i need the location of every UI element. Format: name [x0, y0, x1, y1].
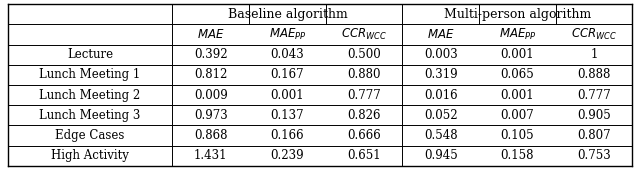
Text: 0.812: 0.812: [194, 68, 227, 81]
Text: $MAE$: $MAE$: [427, 28, 454, 41]
Text: 0.043: 0.043: [271, 48, 305, 61]
Text: 0.065: 0.065: [500, 68, 534, 81]
Text: 0.973: 0.973: [194, 109, 228, 122]
Text: $CCR_{WCC}$: $CCR_{WCC}$: [341, 27, 387, 42]
Text: 0.001: 0.001: [500, 48, 534, 61]
Text: Lunch Meeting 1: Lunch Meeting 1: [40, 68, 141, 81]
Text: 0.888: 0.888: [577, 68, 611, 81]
Text: Lunch Meeting 3: Lunch Meeting 3: [40, 109, 141, 122]
Text: 0.880: 0.880: [348, 68, 381, 81]
Text: 0.319: 0.319: [424, 68, 458, 81]
Text: 1: 1: [590, 48, 598, 61]
Text: 0.052: 0.052: [424, 109, 458, 122]
Text: 0.016: 0.016: [424, 89, 458, 102]
Text: 0.753: 0.753: [577, 149, 611, 162]
Text: 0.945: 0.945: [424, 149, 458, 162]
Text: Lunch Meeting 2: Lunch Meeting 2: [40, 89, 141, 102]
Text: 0.826: 0.826: [348, 109, 381, 122]
Text: Edge Cases: Edge Cases: [56, 129, 125, 142]
Text: $CCR_{WCC}$: $CCR_{WCC}$: [571, 27, 617, 42]
Text: High Activity: High Activity: [51, 149, 129, 162]
Text: 0.166: 0.166: [271, 129, 304, 142]
Text: 0.239: 0.239: [271, 149, 304, 162]
Text: 0.651: 0.651: [348, 149, 381, 162]
Text: 0.777: 0.777: [348, 89, 381, 102]
Text: 0.868: 0.868: [194, 129, 228, 142]
Text: $MAE_{PP}$: $MAE_{PP}$: [269, 27, 306, 42]
Text: Lecture: Lecture: [67, 48, 113, 61]
Text: $MAE_{PP}$: $MAE_{PP}$: [499, 27, 536, 42]
Text: 1.431: 1.431: [194, 149, 228, 162]
Text: 0.548: 0.548: [424, 129, 458, 142]
Text: 0.392: 0.392: [194, 48, 228, 61]
Text: 0.003: 0.003: [424, 48, 458, 61]
Text: 0.009: 0.009: [194, 89, 228, 102]
Text: 0.001: 0.001: [271, 89, 304, 102]
Text: Baseline algorithm: Baseline algorithm: [228, 8, 348, 21]
Text: 0.007: 0.007: [500, 109, 534, 122]
Text: 0.807: 0.807: [577, 129, 611, 142]
Text: 0.158: 0.158: [500, 149, 534, 162]
Text: 0.167: 0.167: [271, 68, 304, 81]
Text: $MAE$: $MAE$: [197, 28, 225, 41]
Text: 0.666: 0.666: [348, 129, 381, 142]
Text: 0.001: 0.001: [500, 89, 534, 102]
Text: 0.905: 0.905: [577, 109, 611, 122]
Text: 0.105: 0.105: [500, 129, 534, 142]
Text: 0.137: 0.137: [271, 109, 304, 122]
Text: 0.500: 0.500: [348, 48, 381, 61]
Text: Multi-person algorithm: Multi-person algorithm: [444, 8, 591, 21]
Text: 0.777: 0.777: [577, 89, 611, 102]
